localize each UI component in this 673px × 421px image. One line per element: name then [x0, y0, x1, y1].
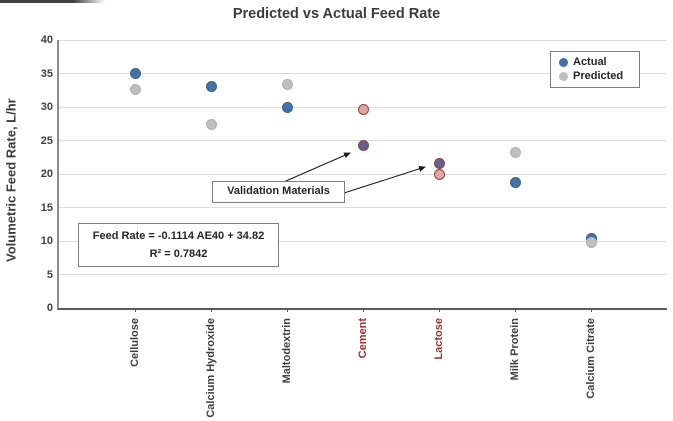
legend: Actual Predicted	[550, 51, 640, 88]
x-category-label-calcium-hydroxide: Calcium Hydroxide	[205, 318, 217, 418]
y-tick-label: 15	[40, 201, 53, 214]
y-axis-title: Volumetric Feed Rate, L/hr	[3, 98, 19, 262]
gridline	[59, 207, 667, 208]
legend-item-actual: Actual	[551, 55, 639, 69]
legend-label-actual: Actual	[573, 56, 607, 68]
x-axis-tick	[515, 308, 516, 312]
gridline	[59, 173, 667, 175]
x-axis-tick	[287, 308, 288, 312]
equation-line: Feed Rate = -0.1114 AE40 + 34.82	[92, 230, 265, 242]
y-tick-label: 35	[40, 67, 53, 80]
x-axis-tick	[591, 308, 592, 312]
y-tick-label: 30	[40, 101, 53, 113]
data-point-predicted-milk-protein	[509, 147, 521, 159]
data-point-actual-lactose	[433, 157, 445, 169]
x-axis-tick	[363, 308, 364, 312]
data-point-predicted-calcium-citrate	[585, 236, 597, 248]
r-squared-line: R² = 0.7842	[149, 248, 208, 260]
x-axis-tick	[135, 308, 136, 312]
gridline	[59, 240, 667, 242]
y-tick-label: 40	[40, 34, 53, 46]
data-point-actual-cellulose	[129, 68, 141, 79]
y-tick-label: 20	[40, 168, 53, 180]
plot-area: 0 5 10 15 20 25 30 35 40 Cellulose Calcium Hydroxi…	[41, 34, 667, 418]
y-tick-label: 10	[40, 235, 53, 247]
x-axis-tick	[211, 308, 212, 312]
x-category-label-cement: Cement	[357, 318, 369, 359]
legend-item-predicted: Predicted	[551, 69, 639, 83]
data-point-predicted-cellulose	[129, 84, 141, 96]
gridline	[59, 73, 667, 74]
y-tick-label: 5	[46, 268, 53, 281]
y-tick-label: 25	[40, 134, 53, 147]
data-point-predicted-maltodextrin	[281, 78, 293, 90]
x-category-label-lactose: Lactose	[433, 318, 445, 360]
data-point-actual-calcium-hydroxide	[205, 81, 217, 93]
data-point-predicted-cement	[357, 103, 369, 115]
x-category-label-calcium-citrate: Calcium Citrate	[585, 318, 597, 399]
validation-materials-label: Validation Materials	[212, 181, 345, 203]
gridline	[59, 274, 667, 275]
data-point-actual-cement	[357, 140, 369, 152]
x-category-label-cellulose: Cellulose	[129, 318, 141, 367]
data-point-predicted-lactose	[433, 169, 445, 181]
top-edge-artifact	[0, 0, 105, 3]
gridline	[59, 39, 667, 41]
actual-series-dot-icon	[559, 57, 568, 67]
data-point-actual-maltodextrin	[281, 102, 293, 114]
chart-title: Predicted vs Actual Feed Rate	[232, 6, 441, 22]
predicted-series-dot-icon	[559, 71, 568, 81]
regression-equation-box: Feed Rate = -0.1114 AE40 + 34.82 R² = 0.…	[78, 223, 279, 267]
data-point-actual-milk-protein	[509, 176, 521, 188]
x-category-label-milk-protein: Milk Protein	[509, 318, 521, 381]
x-axis-tick	[439, 308, 440, 312]
y-tick-label: 0	[46, 302, 53, 314]
legend-label-predicted: Predicted	[573, 70, 624, 82]
data-point-predicted-calcium-hydroxide	[205, 118, 217, 130]
x-category-label-maltodextrin: Maltodextrin	[281, 318, 293, 384]
